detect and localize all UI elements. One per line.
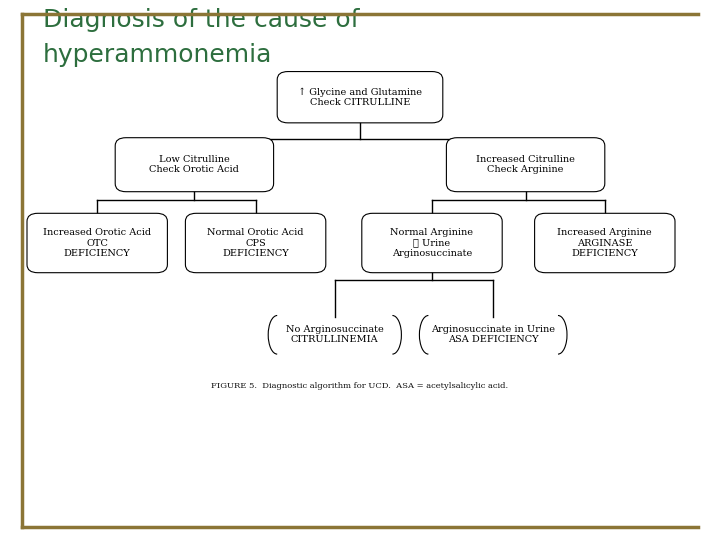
FancyBboxPatch shape — [277, 71, 443, 123]
Text: Normal Orotic Acid
CPS
DEFICIENCY: Normal Orotic Acid CPS DEFICIENCY — [207, 228, 304, 258]
Text: No Arginosuccinate
CITRULLINEMIA: No Arginosuccinate CITRULLINEMIA — [286, 325, 384, 345]
Text: hyperammonemia: hyperammonemia — [43, 43, 273, 67]
FancyBboxPatch shape — [361, 213, 503, 273]
Text: FIGURE 5.  Diagnostic algorithm for UCD.  ASA = acetylsalicylic acid.: FIGURE 5. Diagnostic algorithm for UCD. … — [212, 382, 508, 390]
Text: Increased Orotic Acid
OTC
DEFICIENCY: Increased Orotic Acid OTC DEFICIENCY — [43, 228, 151, 258]
FancyBboxPatch shape — [115, 138, 274, 192]
Text: Arginosuccinate in Urine
ASA DEFICIENCY: Arginosuccinate in Urine ASA DEFICIENCY — [431, 325, 555, 345]
FancyBboxPatch shape — [185, 213, 325, 273]
Text: Normal Arginine
✓ Urine
Arginosuccinate: Normal Arginine ✓ Urine Arginosuccinate — [390, 228, 474, 258]
FancyBboxPatch shape — [27, 213, 167, 273]
FancyBboxPatch shape — [446, 138, 605, 192]
Text: Increased Citrulline
Check Arginine: Increased Citrulline Check Arginine — [476, 155, 575, 174]
Text: ↑ Glycine and Glutamine
Check CITRULLINE: ↑ Glycine and Glutamine Check CITRULLINE — [298, 87, 422, 107]
FancyBboxPatch shape — [534, 213, 675, 273]
Text: Increased Arginine
ARGINASE
DEFICIENCY: Increased Arginine ARGINASE DEFICIENCY — [557, 228, 652, 258]
Text: Low Citrulline
Check Orotic Acid: Low Citrulline Check Orotic Acid — [150, 155, 239, 174]
Text: Diagnosis of the cause of: Diagnosis of the cause of — [43, 8, 360, 32]
